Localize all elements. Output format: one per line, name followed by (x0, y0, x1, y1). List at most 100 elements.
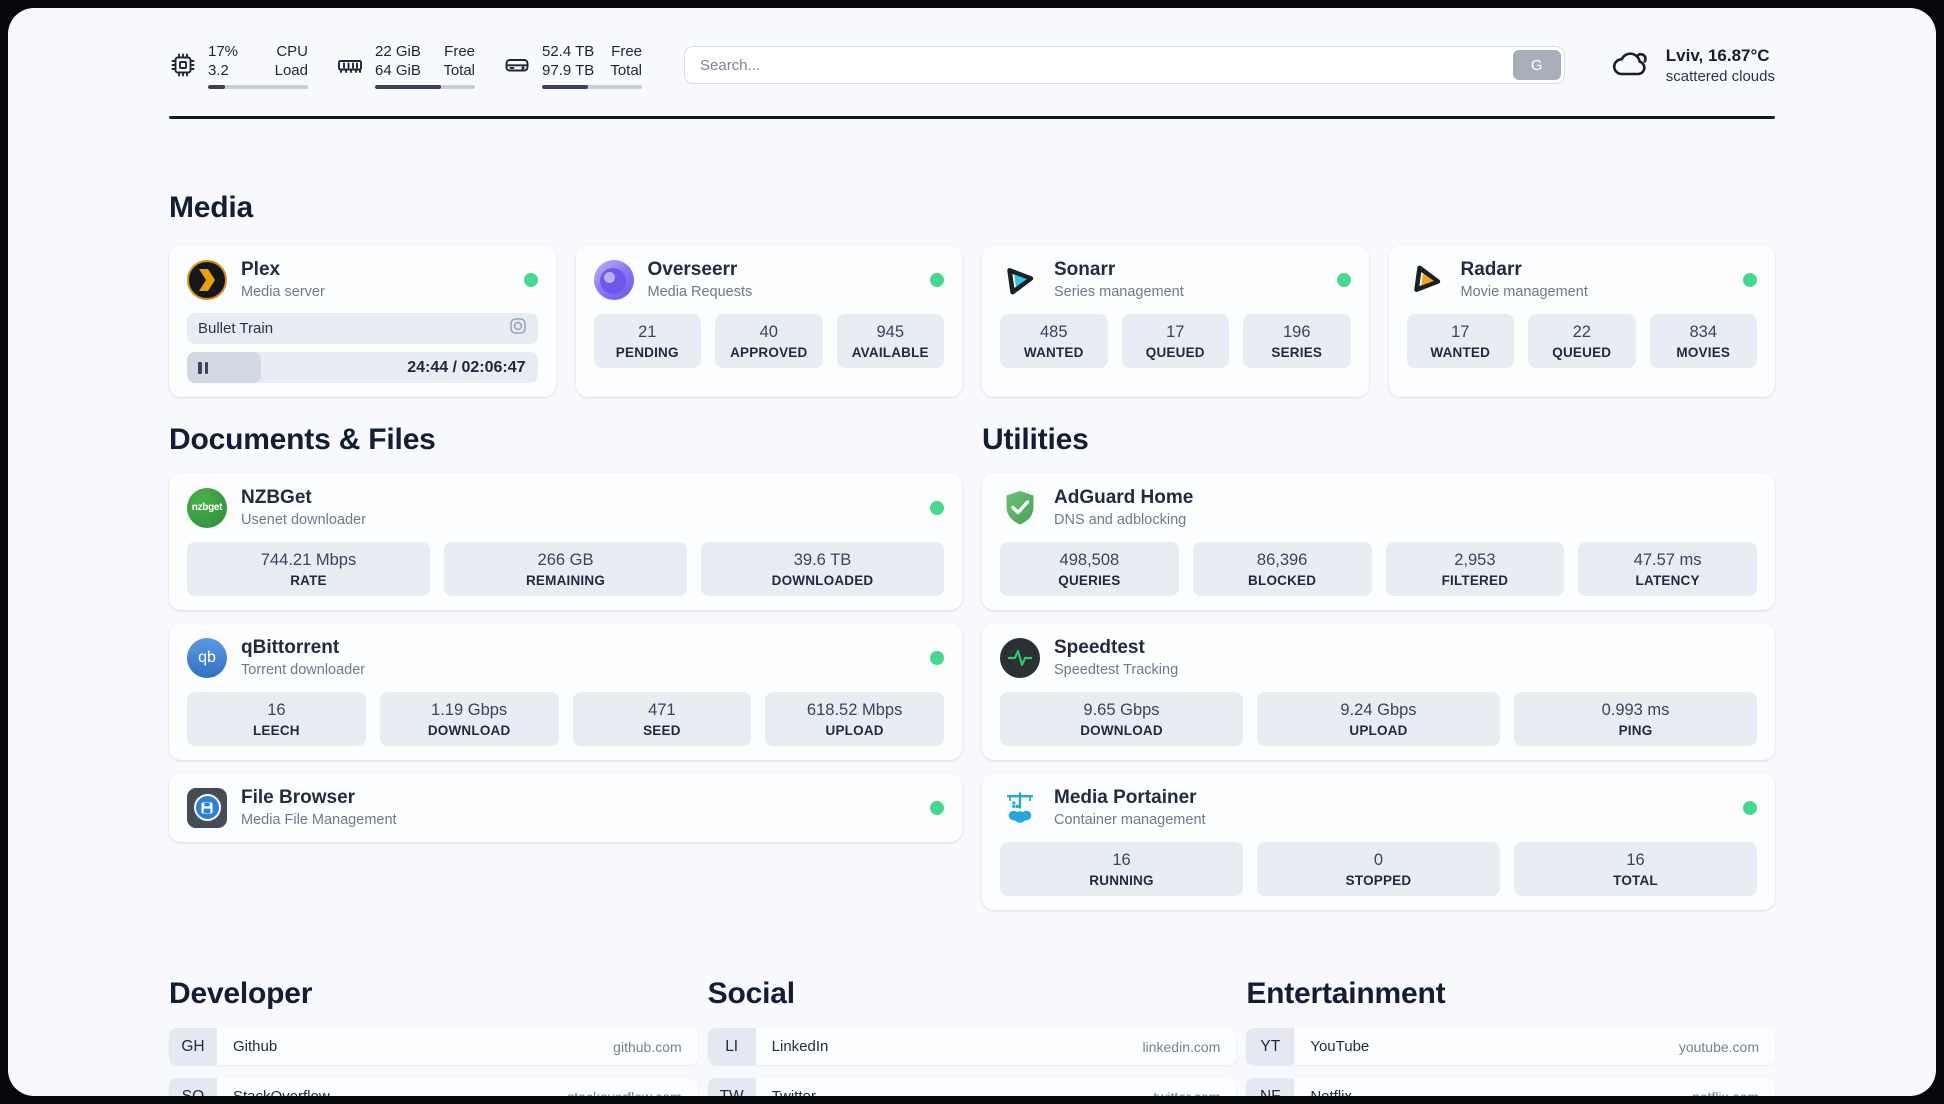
bookmark-group-developer: Developer GH Github github.com SO StackO… (169, 977, 698, 1096)
plex-icon (187, 259, 227, 300)
dashboard-panel: 17% CPU 3.2 Load 22 GiB Free 64 GiB Total (8, 8, 1936, 1096)
mem-total-label: Total (443, 62, 475, 79)
bookmark-abbr: NF (1246, 1078, 1295, 1096)
bookmark-abbr: SO (169, 1078, 217, 1096)
mem-free-label: Free (444, 42, 475, 60)
bookmark-twitter[interactable]: TW Twitter twitter.com (707, 1078, 1237, 1097)
status-dot (1743, 272, 1757, 287)
disk-progress-track (542, 84, 642, 89)
app-card-radarr[interactable]: Radarr Movie management 17 WANTED 22 QUEUE… (1388, 245, 1775, 397)
playback-progress-fill (187, 352, 261, 383)
sonarr-icon (1000, 260, 1040, 300)
app-card-filebrowser[interactable]: File Browser Media File Management (169, 773, 962, 842)
bookmark-url: netflix.com (1692, 1089, 1759, 1097)
disk-free-label: Free (611, 42, 642, 60)
section-title-entertainment: Entertainment (1246, 977, 1446, 1010)
qbittorrent-icon: qb (187, 637, 227, 678)
mem-free: 22 GiB (375, 42, 421, 60)
search-input[interactable] (684, 46, 1565, 84)
cloud-weather-icon (1609, 43, 1653, 88)
stat-box: 0 STOPPED (1257, 842, 1500, 896)
disk-free: 52.4 TB (542, 42, 595, 60)
stat-box: 16 RUNNING (1000, 842, 1243, 896)
portainer-icon (1000, 788, 1040, 828)
section-title-documents: Documents & Files (169, 423, 436, 456)
app-desc: Media File Management (241, 812, 397, 828)
bookmark-abbr: GH (169, 1028, 217, 1065)
stat-box: 2,953 FILTERED (1385, 542, 1565, 596)
bookmark-netflix[interactable]: NF Netflix netflix.com (1246, 1078, 1775, 1096)
bookmark-url: youtube.com (1678, 1038, 1759, 1055)
status-dot (930, 272, 944, 287)
stat-box: 17 WANTED (1406, 314, 1514, 368)
memory-widget: 22 GiB Free 64 GiB Total (336, 42, 475, 89)
app-card-speedtest[interactable]: Speedtest Speedtest Tracking 9.65 Gbps DO… (982, 623, 1775, 760)
bookmark-name: Github (233, 1038, 278, 1055)
bookmark-name: YouTube (1310, 1038, 1370, 1055)
bookmark-name: Twitter (772, 1088, 816, 1096)
disk-total-label: Total (610, 62, 642, 79)
bookmark-github[interactable]: GH Github github.com (169, 1028, 698, 1065)
disk-total: 97.9 TB (542, 62, 595, 79)
stat-box: 39.6 TB DOWNLOADED (701, 542, 944, 596)
search-go-button[interactable]: G (1512, 50, 1561, 80)
app-name: Radarr (1460, 259, 1522, 280)
stat-box: 266 GB REMAINING (444, 542, 687, 596)
stat-box: 196 SERIES (1243, 314, 1351, 368)
app-card-adguard[interactable]: AdGuard Home DNS and adblocking 498,508 Q… (982, 473, 1775, 610)
mem-progress-fill (375, 84, 441, 89)
stat-box: 21 PENDING (593, 314, 701, 368)
bookmark-name: StackOverflow (233, 1088, 330, 1096)
app-card-qbittorrent[interactable]: qb qBittorrent Torrent downloader 16 LEEC… (169, 623, 962, 760)
section-utilities: Utilities AdGuard Home DNS and adblockin… (982, 423, 1775, 923)
app-desc: Movie management (1460, 284, 1588, 300)
status-dot (1743, 800, 1757, 815)
app-desc: Speedtest Tracking (1054, 662, 1179, 678)
pause-icon (198, 361, 208, 374)
bookmark-url: stackoverflow.com (567, 1089, 681, 1097)
bookmark-url: linkedin.com (1142, 1038, 1221, 1055)
app-card-sonarr[interactable]: Sonarr Series management 485 WANTED 17 QUE… (982, 245, 1369, 397)
app-card-nzbget[interactable]: nzbget NZBGet Usenet downloader 744.21 M… (169, 473, 962, 610)
section-documents: Documents & Files nzbget NZBGet Usenet d… (169, 423, 962, 855)
stat-box: 744.21 Mbps RATE (187, 542, 430, 596)
disk-widget: 52.4 TB Free 97.9 TB Total (503, 42, 642, 89)
bookmark-linkedin[interactable]: LI LinkedIn linkedin.com (707, 1028, 1237, 1065)
stat-box: 47.57 ms LATENCY (1578, 542, 1757, 596)
stat-box: 17 QUEUED (1121, 314, 1229, 368)
top-bar: 17% CPU 3.2 Load 22 GiB Free 64 GiB Total (169, 40, 1775, 90)
cpu-load-label: Load (274, 62, 308, 79)
app-card-overseerr[interactable]: Overseerr Media Requests 21 PENDING 40 APP… (575, 245, 962, 397)
app-name: qBittorrent (241, 637, 340, 658)
disk-icon (503, 51, 531, 79)
stat-box: 485 WANTED (1000, 314, 1108, 368)
app-name: Overseerr (647, 259, 738, 280)
status-dot (930, 500, 944, 515)
app-name: File Browser (241, 787, 356, 808)
app-name: Sonarr (1054, 259, 1116, 280)
bookmark-abbr: YT (1246, 1028, 1295, 1065)
bookmark-group-entertainment: Entertainment YT YouTube youtube.com NF … (1246, 977, 1775, 1096)
filebrowser-icon (187, 787, 227, 828)
cpu-load: 3.2 (208, 62, 229, 79)
app-card-portainer[interactable]: Media Portainer Container management 16 R… (982, 773, 1775, 910)
section-title-developer: Developer (169, 977, 313, 1010)
app-name: Speedtest (1054, 637, 1145, 658)
cpu-progress-fill (208, 84, 225, 89)
bookmark-url: twitter.com (1153, 1089, 1220, 1097)
app-desc: Torrent downloader (241, 662, 366, 678)
bookmark-stackoverflow[interactable]: SO StackOverflow stackoverflow.com (169, 1078, 698, 1096)
cpu-progress-track (208, 84, 308, 89)
section-title-utilities: Utilities (982, 423, 1089, 456)
status-dot (930, 650, 944, 665)
bookmark-name: Netflix (1310, 1088, 1352, 1096)
stat-box: 16 TOTAL (1514, 842, 1757, 896)
cpu-chip-icon (169, 51, 197, 79)
app-card-plex[interactable]: Plex Media server Bullet Train (169, 245, 556, 397)
bookmark-youtube[interactable]: YT YouTube youtube.com (1246, 1028, 1775, 1065)
section-title-media: Media (169, 191, 254, 224)
app-name: Media Portainer (1054, 787, 1197, 808)
now-playing-row: Bullet Train (187, 313, 538, 344)
disk-progress-fill (542, 84, 588, 89)
weather-location-temp: Lviv, 16.87°C (1665, 46, 1770, 66)
